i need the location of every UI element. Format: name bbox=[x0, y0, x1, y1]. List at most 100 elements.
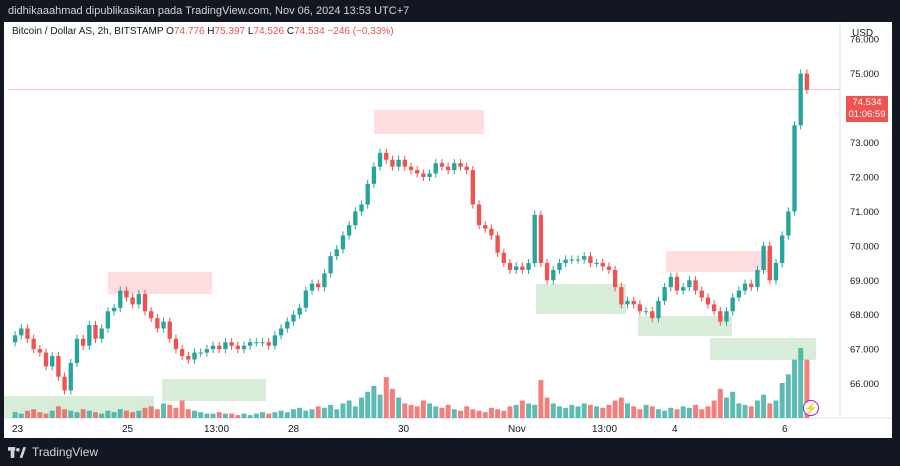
volume-bar bbox=[544, 397, 550, 418]
volume-bar bbox=[198, 412, 204, 418]
candle-body bbox=[223, 342, 228, 350]
candle-body bbox=[693, 280, 698, 291]
candle-body bbox=[439, 163, 445, 167]
volume-bar bbox=[686, 407, 692, 418]
volume-bar bbox=[724, 397, 729, 418]
volume-bar bbox=[136, 410, 142, 418]
candle-body bbox=[569, 259, 575, 261]
candle-body bbox=[563, 259, 568, 264]
candle-body bbox=[625, 300, 630, 305]
bar-countdown: 01:06:59 bbox=[848, 109, 886, 120]
volume-bar bbox=[680, 406, 686, 418]
volume-bar bbox=[513, 404, 519, 418]
volume-bar bbox=[501, 410, 507, 418]
volume-bar bbox=[68, 410, 74, 418]
tradingview-logo[interactable]: TradingView bbox=[8, 445, 98, 459]
last-price-tag: 74.534 01:06:59 bbox=[846, 96, 888, 122]
volume-bar bbox=[161, 403, 167, 418]
volume-bar bbox=[668, 407, 674, 418]
volume-bar bbox=[674, 409, 680, 418]
candle-body bbox=[699, 290, 704, 298]
volume-bar bbox=[655, 409, 661, 418]
volume-bar bbox=[210, 413, 216, 418]
volume-bar bbox=[260, 412, 266, 418]
change-value: −246 (−0,33%) bbox=[327, 26, 394, 37]
volume-bar bbox=[433, 406, 439, 418]
volume-bar bbox=[315, 406, 321, 418]
candle-body bbox=[384, 152, 389, 160]
candle-body bbox=[421, 173, 426, 177]
candle-body bbox=[353, 211, 358, 226]
volume-bar bbox=[222, 413, 228, 418]
candle-body bbox=[408, 166, 414, 171]
candle-body bbox=[155, 318, 160, 329]
low-value: 74.526 bbox=[253, 26, 285, 37]
candle-body bbox=[390, 159, 395, 167]
currency-label[interactable]: USD bbox=[852, 28, 874, 39]
zone-2 bbox=[666, 251, 770, 272]
candle-body bbox=[501, 252, 506, 264]
volume-bar bbox=[49, 410, 55, 418]
candle-body bbox=[19, 328, 24, 336]
y-tick-label: 72.000 bbox=[850, 172, 879, 183]
lightning-icon[interactable]: ⚡ bbox=[803, 400, 819, 416]
candle-body bbox=[80, 338, 86, 346]
candle-body bbox=[668, 276, 673, 288]
zone-4 bbox=[162, 379, 266, 401]
volume-bar bbox=[340, 403, 346, 418]
volume-bar bbox=[303, 410, 309, 418]
y-tick-label: 69.000 bbox=[850, 276, 879, 287]
candle-body bbox=[551, 269, 556, 281]
candle-body bbox=[87, 325, 92, 346]
zone-5 bbox=[536, 284, 626, 314]
candle-body bbox=[210, 345, 216, 350]
chart-panel[interactable]: 76.00075.00074.00073.00072.00071.00070.0… bbox=[4, 22, 892, 438]
candle-body bbox=[340, 235, 346, 250]
candle-body bbox=[612, 269, 618, 288]
volume-bar bbox=[12, 412, 18, 418]
volume-bar bbox=[24, 410, 30, 418]
candle-body bbox=[544, 263, 550, 281]
volume-bar bbox=[334, 409, 340, 418]
volume-bar bbox=[297, 407, 303, 418]
candle-body bbox=[25, 328, 30, 339]
candle-body bbox=[681, 287, 686, 291]
brand-name: TradingView bbox=[32, 445, 99, 459]
volume-bar bbox=[93, 412, 98, 418]
x-tick-label: 30 bbox=[398, 424, 410, 435]
volume-bar bbox=[346, 400, 352, 418]
candle-body bbox=[507, 263, 513, 270]
candle-body bbox=[56, 356, 61, 377]
volume-bar bbox=[173, 407, 179, 418]
volume-bar bbox=[43, 413, 49, 418]
volume-bar bbox=[352, 406, 358, 418]
candle-body bbox=[93, 325, 98, 339]
volume-bar bbox=[637, 409, 643, 418]
volume-bar bbox=[359, 397, 364, 418]
volume-bar bbox=[179, 400, 185, 418]
candle-body bbox=[291, 314, 296, 322]
candle-body bbox=[272, 335, 278, 346]
volume-bar bbox=[290, 409, 296, 418]
volume-bar bbox=[445, 404, 451, 418]
volume-bar bbox=[785, 374, 791, 418]
price-chart[interactable]: 76.00075.00074.00073.00072.00071.00070.0… bbox=[4, 22, 892, 438]
candle-body bbox=[742, 283, 748, 291]
candle-body bbox=[241, 345, 247, 350]
candle-body bbox=[532, 214, 537, 264]
volume-bar bbox=[742, 404, 748, 418]
volume-bar bbox=[229, 413, 235, 418]
volume-bar bbox=[142, 407, 148, 418]
candle-body bbox=[637, 304, 643, 312]
volume-bar bbox=[458, 410, 463, 418]
candle-body bbox=[804, 73, 810, 90]
y-tick-label: 76.000 bbox=[850, 35, 879, 46]
volume-bar bbox=[569, 404, 575, 418]
candle-body bbox=[12, 335, 18, 343]
volume-bar bbox=[693, 404, 699, 418]
y-tick-label: 71.000 bbox=[850, 207, 879, 218]
volume-bar bbox=[204, 413, 210, 418]
x-tick-label: 6 bbox=[782, 424, 788, 435]
volume-bar bbox=[55, 406, 61, 418]
candle-body bbox=[705, 297, 711, 305]
